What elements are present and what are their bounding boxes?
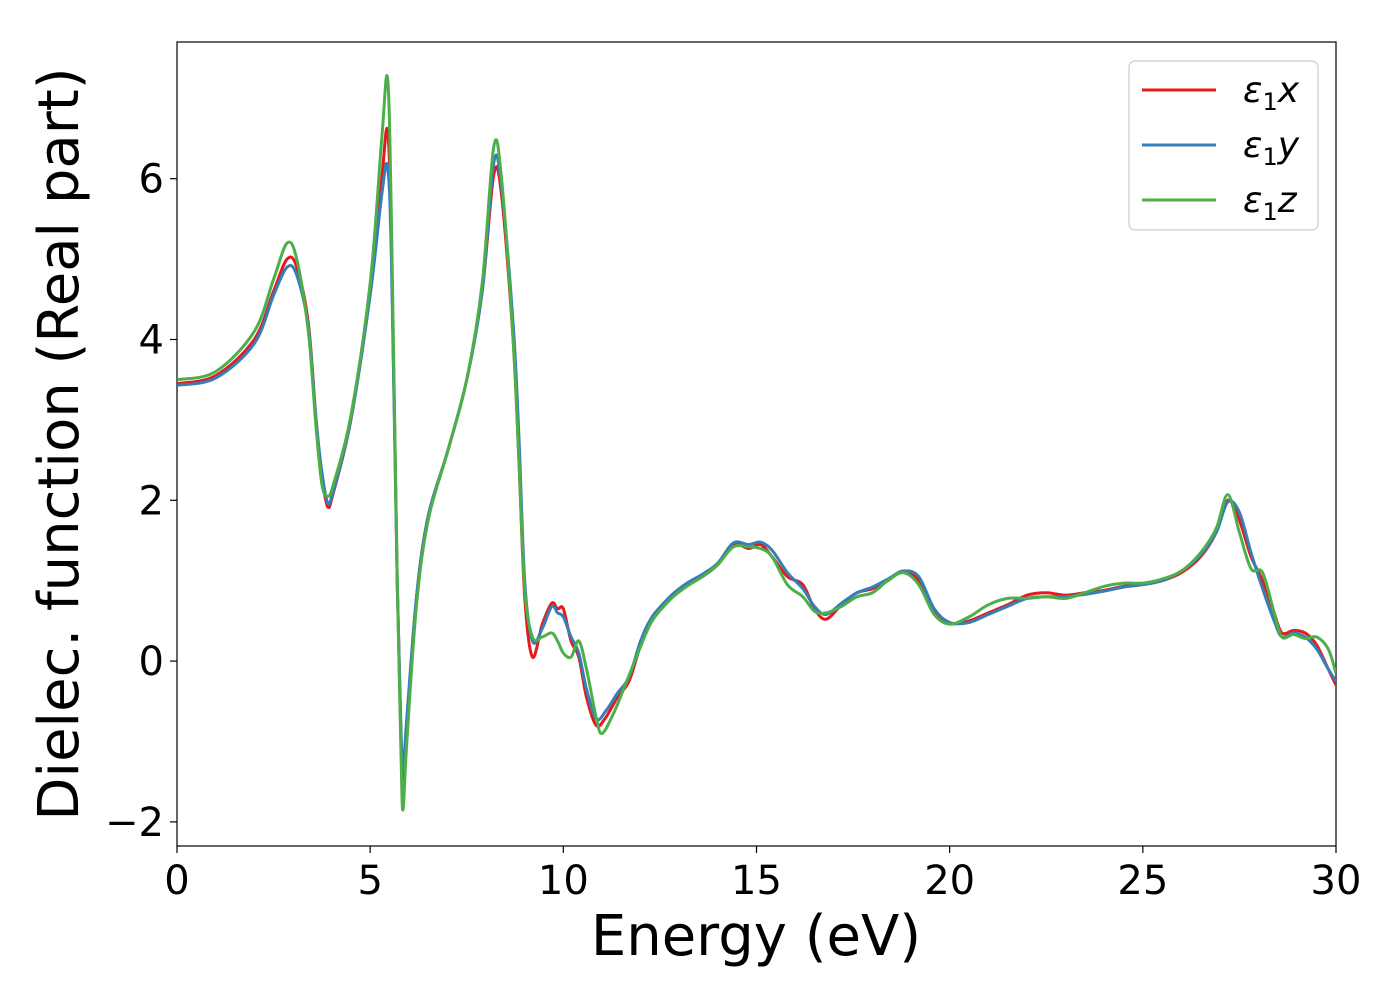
y-tick-label: 2	[139, 478, 164, 524]
legend-label-y: ε1y	[1243, 125, 1300, 171]
x-tick-label: 25	[1117, 858, 1168, 904]
y-tick-label: 0	[139, 639, 164, 685]
series-line-y	[177, 153, 1336, 772]
x-axis-label: Energy (eV)	[591, 904, 921, 969]
series-line-z	[177, 74, 1336, 812]
legend-label-x: ε1x	[1243, 70, 1300, 116]
y-tick-label: 4	[139, 317, 164, 363]
y-axis-ticks: −2 0 2 4 6	[105, 157, 177, 846]
y-axis-label: Dielec. function (Real part)	[27, 67, 92, 820]
y-tick-label: −2	[105, 800, 164, 846]
x-axis-ticks: 0 5 10 15 20 25 30	[164, 846, 1361, 904]
series-layer	[177, 74, 1336, 812]
y-tick-label: 6	[139, 157, 164, 203]
legend: ε1x ε1y ε1z	[1128, 60, 1319, 231]
x-tick-label: 30	[1311, 858, 1362, 904]
x-tick-label: 5	[357, 858, 382, 904]
x-tick-label: 10	[538, 858, 589, 904]
legend-label-z: ε1z	[1243, 180, 1298, 226]
x-tick-label: 20	[924, 858, 975, 904]
x-tick-label: 0	[164, 858, 189, 904]
legend-box	[1128, 60, 1319, 231]
x-tick-label: 15	[731, 858, 782, 904]
